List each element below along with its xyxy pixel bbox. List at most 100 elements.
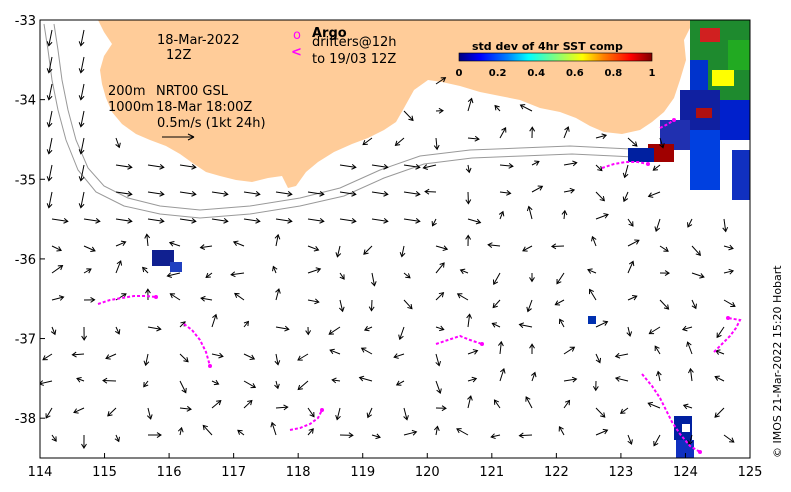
- current-vector-head: [166, 272, 173, 279]
- current-vector-head: [237, 429, 243, 435]
- current-vector-head: [456, 428, 462, 434]
- drifter-position: [208, 364, 212, 368]
- current-vector: [80, 191, 85, 208]
- current-vector-head: [614, 352, 621, 359]
- x-axis: 114 115 116 117 118 119 120 121 122 123 124 125: [28, 453, 762, 480]
- current-vector-head: [127, 163, 133, 170]
- current-vector: [73, 407, 85, 413]
- x-tick-label: 117: [221, 465, 246, 480]
- plot-frame: [39, 19, 751, 459]
- current-vector: [243, 380, 256, 388]
- current-vector-head: [628, 260, 635, 267]
- current-vector: [243, 191, 260, 195]
- current-vector: [691, 245, 701, 256]
- current-vector: [142, 267, 149, 274]
- current-vector: [589, 289, 597, 301]
- isobath-1000-label: 1000m: [108, 100, 154, 115]
- drifter-position: [672, 118, 676, 122]
- current-vector-head: [558, 318, 565, 325]
- drifter-position: [320, 408, 324, 412]
- current-vector-head: [230, 271, 236, 278]
- current-vector-head: [159, 217, 165, 224]
- current-vector: [499, 164, 513, 167]
- current-vector-head: [589, 288, 595, 295]
- current-vector: [519, 434, 533, 437]
- current-vector-head: [212, 313, 218, 320]
- current-vector: [48, 110, 53, 127]
- y-tick-label: -34: [15, 94, 36, 109]
- current-vector-head: [506, 189, 512, 196]
- current-vector-head: [493, 399, 500, 405]
- current-vector: [80, 83, 85, 100]
- current-vector: [435, 262, 445, 274]
- current-vector-head: [654, 226, 661, 233]
- current-vector-head: [205, 272, 211, 278]
- current-vector: [51, 434, 57, 442]
- current-vector: [329, 349, 341, 355]
- current-vector-head: [368, 306, 375, 312]
- current-vector-head: [78, 203, 85, 209]
- colorbar-ticks: 0 0.2 0.4 0.6 0.8 1: [456, 68, 656, 79]
- current-vector-head: [411, 429, 418, 436]
- current-vector-head: [472, 349, 479, 355]
- current-vector: [627, 434, 632, 445]
- current-vector: [403, 218, 420, 222]
- current-vector: [649, 326, 661, 335]
- current-vector-head: [465, 167, 472, 174]
- current-vector: [563, 126, 569, 139]
- current-vector: [691, 272, 705, 278]
- current-vector-head: [183, 357, 189, 363]
- current-vector-head: [622, 196, 629, 203]
- current-vector: [115, 164, 132, 168]
- current-vector: [519, 323, 533, 328]
- drifter-label-1: drifters@12h: [312, 35, 397, 50]
- isobath-200-label: 200m: [108, 84, 145, 99]
- colorbar-tick-label: 0: [456, 68, 463, 79]
- current-vector: [339, 272, 345, 280]
- current-vector: [467, 378, 477, 382]
- current-vector: [179, 353, 189, 363]
- current-vector-head: [405, 273, 411, 279]
- current-vector-head: [695, 250, 701, 256]
- current-vector-head: [714, 412, 720, 418]
- current-vector: [336, 407, 341, 420]
- current-vector: [80, 137, 85, 154]
- current-vector: [211, 353, 224, 357]
- current-vector-head: [313, 245, 320, 252]
- current-vector-head: [558, 425, 564, 432]
- current-vector-head: [191, 190, 197, 197]
- current-vector-head: [435, 360, 442, 367]
- current-vector: [143, 380, 149, 388]
- current-vector-head: [105, 354, 111, 360]
- current-vector-head: [394, 140, 401, 146]
- current-vector-head: [475, 218, 482, 225]
- current-vector: [527, 299, 533, 312]
- current-vector-head: [177, 426, 184, 433]
- current-vector: [105, 353, 117, 359]
- current-vector: [403, 110, 414, 121]
- current-vector-head: [40, 380, 44, 386]
- product-time-label: 18-Mar 18:00Z: [156, 100, 252, 115]
- current-vector: [401, 245, 405, 257]
- current-vector-head: [441, 405, 447, 412]
- x-tick-label: 122: [544, 465, 569, 480]
- current-vector: [435, 380, 441, 394]
- current-vector-head: [561, 209, 568, 216]
- current-vector-head: [393, 353, 399, 359]
- current-vector: [200, 245, 213, 249]
- current-vector-head: [348, 432, 354, 439]
- current-vector-head: [647, 192, 654, 198]
- current-vector: [48, 164, 53, 181]
- current-vector-head: [408, 115, 414, 122]
- current-vector-head: [383, 190, 389, 197]
- current-vector: [51, 245, 62, 251]
- current-vector: [115, 137, 120, 148]
- current-vector: [563, 189, 575, 193]
- current-vector: [395, 137, 405, 146]
- current-vector-head: [78, 149, 85, 155]
- current-vector-head: [564, 399, 571, 406]
- current-vector: [233, 241, 245, 247]
- current-vector-head: [213, 379, 220, 386]
- current-vector-head: [655, 370, 662, 377]
- current-vector: [364, 326, 373, 331]
